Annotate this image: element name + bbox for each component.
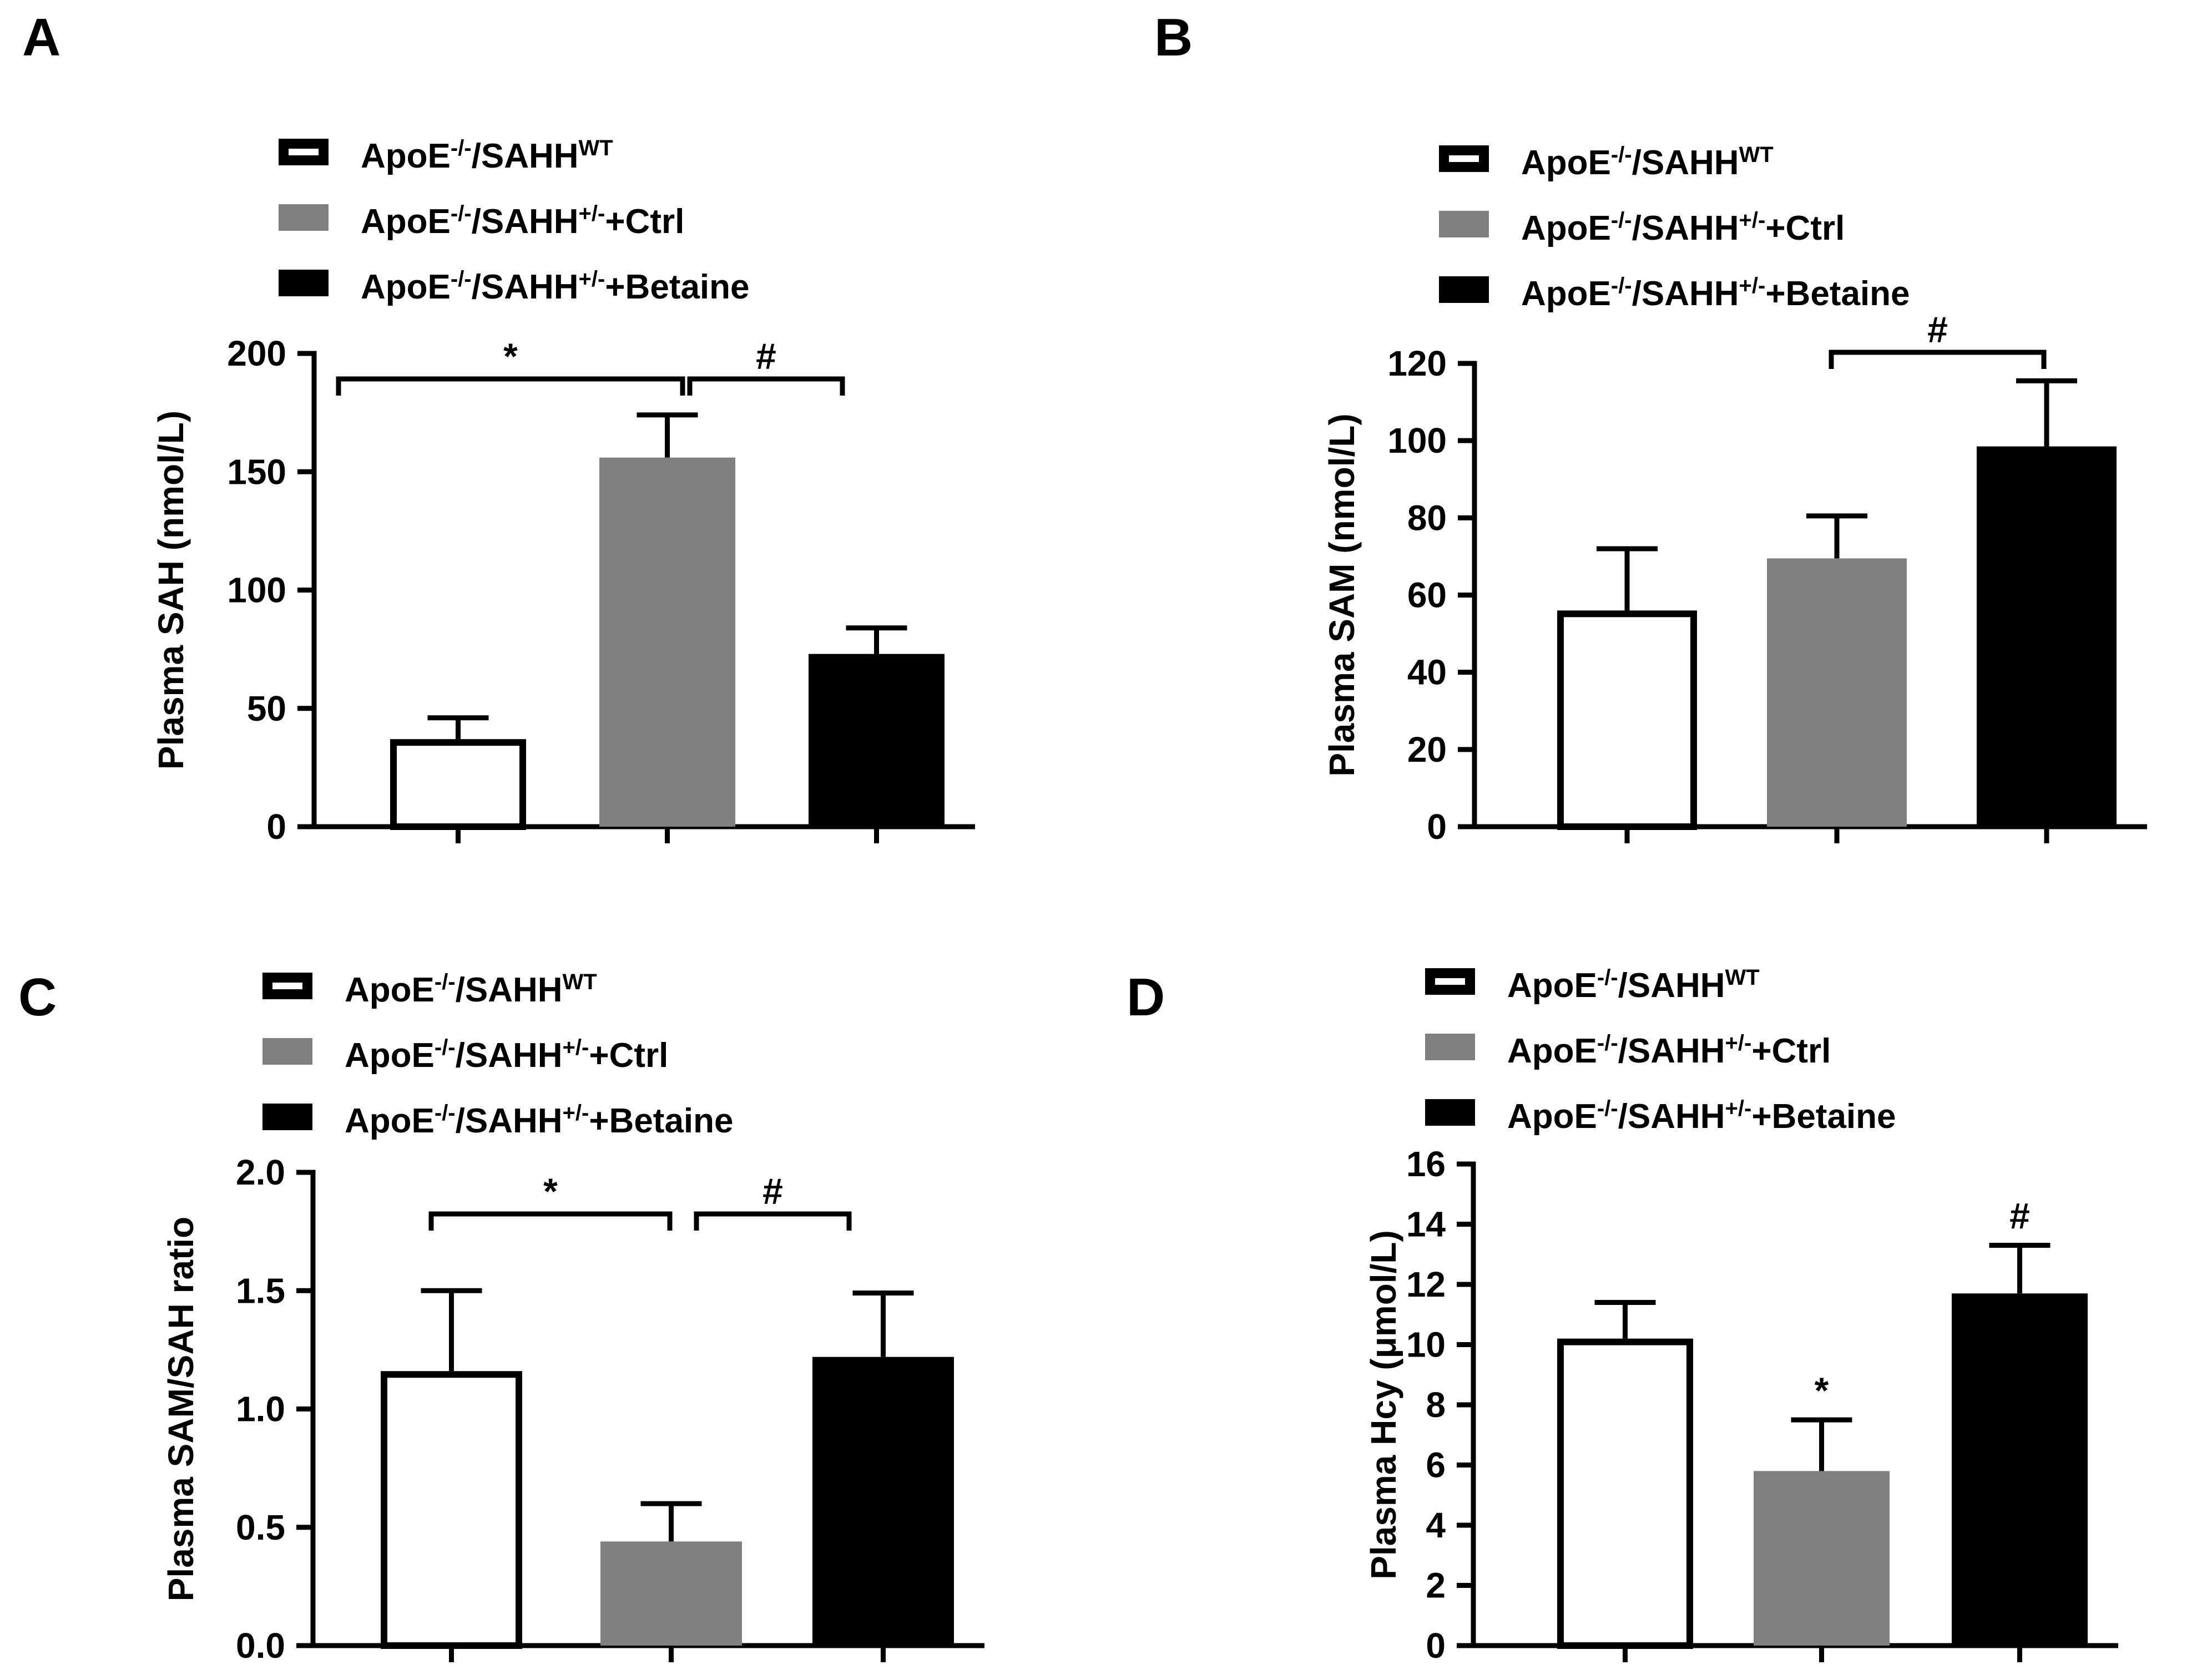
- significance-label: #: [2009, 1195, 2030, 1236]
- significance-bracket: [336, 376, 685, 396]
- y-axis-label: Plasma SAM/SAH ratio: [161, 1217, 201, 1602]
- legend-label: ApoE-/-/SAHH+/-+Betaine: [1521, 274, 1910, 313]
- legend-label: ApoE-/-/SAHHWT: [1507, 965, 1760, 1005]
- bar: [1557, 1338, 1693, 1649]
- significance-bracket: [1829, 350, 2047, 369]
- bar: [1557, 610, 1697, 831]
- y-tick-label: 150: [227, 452, 286, 492]
- significance-label: #: [1927, 309, 1948, 350]
- bar: [1952, 1293, 2088, 1646]
- legend-swatch: [262, 1038, 312, 1065]
- bar: [1977, 446, 2117, 827]
- significance-label: *: [503, 336, 518, 377]
- legend-swatch: [262, 973, 312, 999]
- significance-label: #: [756, 336, 776, 377]
- panel-c: C ApoE-/-/SAHHWT ApoE-/-/SAHH+/-+Ctrl ApoE-…: [18, 968, 984, 1666]
- y-tick-label: 80: [1407, 498, 1447, 538]
- y-tick-label: 200: [227, 333, 286, 373]
- legend-swatch: [1425, 1034, 1475, 1060]
- y-tick-label: 8: [1426, 1385, 1446, 1425]
- y-tick-label: 0: [266, 807, 286, 847]
- legend-swatch: [1439, 211, 1489, 237]
- y-tick-label: 6: [1426, 1445, 1446, 1485]
- bar: [812, 1357, 954, 1646]
- bar: [1754, 1471, 1890, 1646]
- legend-swatch: [279, 204, 329, 231]
- bar: [599, 457, 735, 827]
- panel-letter: D: [1127, 968, 1165, 1027]
- bar: [600, 1541, 742, 1646]
- y-tick-label: 40: [1407, 652, 1447, 692]
- y-tick-label: 0: [1427, 807, 1447, 847]
- y-tick-label: 0: [1426, 1626, 1446, 1666]
- legend-label: ApoE-/-/SAHH+/-+Ctrl: [1507, 1031, 1831, 1070]
- y-tick-label: 16: [1406, 1144, 1446, 1184]
- legend-swatch: [1439, 145, 1489, 172]
- y-axis-label: Plasma SAH (nmol/L): [151, 411, 191, 770]
- significance-label: *: [543, 1171, 558, 1212]
- legend-swatch: [262, 1104, 312, 1130]
- significance-bracket: [428, 1211, 673, 1231]
- y-tick-label: 120: [1387, 343, 1447, 383]
- legend-label: ApoE-/-/SAHH+/-+Betaine: [1507, 1096, 1896, 1136]
- panel-a: A ApoE-/-/SAHHWT ApoE-/-/SAHH+/-+Ctrl ApoE-…: [22, 8, 975, 847]
- y-tick-label: 50: [247, 689, 286, 728]
- legend-label: ApoE-/-/SAHH+/-+Betaine: [345, 1101, 734, 1140]
- significance-bracket: [687, 376, 845, 396]
- legend-label: ApoE-/-/SAHHWT: [1521, 143, 1774, 182]
- y-tick-label: 100: [227, 570, 286, 610]
- y-tick-label: 1.0: [236, 1389, 285, 1429]
- legend-swatch: [1425, 968, 1475, 995]
- legend-label: ApoE-/-/SAHH+/-+Ctrl: [361, 201, 684, 241]
- y-tick-label: 20: [1407, 730, 1447, 770]
- y-tick-label: 2.0: [236, 1152, 285, 1192]
- y-tick-label: 60: [1407, 575, 1447, 615]
- y-tick-label: 12: [1406, 1264, 1446, 1304]
- bar: [390, 739, 526, 830]
- significance-bracket: [694, 1211, 852, 1231]
- legend-label: ApoE-/-/SAHH+/-+Ctrl: [1521, 208, 1845, 247]
- y-axis-label: Plasma Hcy (μmol/L): [1363, 1230, 1403, 1580]
- bar: [1767, 558, 1907, 827]
- significance-label: *: [1815, 1370, 1829, 1411]
- legend-swatch: [1439, 276, 1489, 303]
- y-tick-label: 14: [1406, 1205, 1446, 1244]
- y-tick-label: 4: [1426, 1505, 1446, 1545]
- legend-swatch: [1425, 1099, 1475, 1126]
- significance-label: #: [762, 1171, 783, 1212]
- panel-letter: B: [1154, 8, 1193, 67]
- panel-letter: A: [22, 8, 60, 67]
- legend-swatch: [279, 139, 329, 165]
- y-tick-label: 0.5: [236, 1507, 285, 1547]
- panel-letter: C: [18, 968, 57, 1027]
- bar: [381, 1371, 522, 1649]
- y-axis-label: Plasma SAM (nmol/L): [1322, 413, 1362, 776]
- panel-b: B ApoE-/-/SAHHWT ApoE-/-/SAHH+/-+Ctrl ApoE-…: [1154, 8, 2147, 847]
- y-tick-label: 2: [1426, 1566, 1446, 1606]
- legend-label: ApoE-/-/SAHHWT: [361, 136, 613, 175]
- panel-d: D ApoE-/-/SAHHWT ApoE-/-/SAHH+/-+Ctrl ApoE-…: [1127, 965, 2118, 1666]
- bar: [809, 654, 945, 827]
- legend-label: ApoE-/-/SAHHWT: [345, 970, 597, 1009]
- y-tick-label: 100: [1387, 421, 1447, 461]
- y-tick-label: 1.5: [236, 1271, 285, 1310]
- legend-label: ApoE-/-/SAHH+/-+Betaine: [361, 267, 750, 306]
- legend-swatch: [279, 270, 329, 296]
- legend-label: ApoE-/-/SAHH+/-+Ctrl: [345, 1035, 668, 1075]
- y-tick-label: 10: [1406, 1325, 1446, 1365]
- y-tick-label: 0.0: [236, 1626, 285, 1666]
